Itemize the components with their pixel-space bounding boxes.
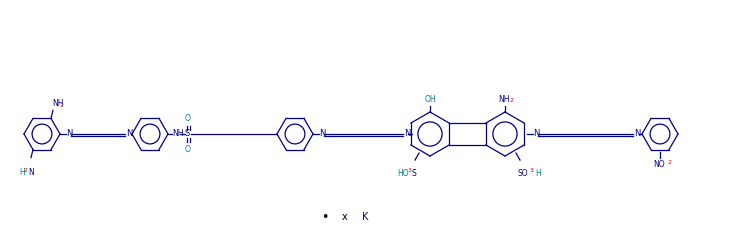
- Text: 3: 3: [530, 168, 534, 173]
- Text: NH: NH: [52, 99, 64, 109]
- Text: x: x: [342, 212, 348, 222]
- Text: K: K: [362, 212, 368, 222]
- Text: 2: 2: [510, 98, 514, 103]
- Text: 2: 2: [667, 160, 671, 165]
- Text: OH: OH: [424, 95, 436, 104]
- Text: N: N: [404, 129, 410, 137]
- Text: H: H: [19, 168, 25, 177]
- Text: S: S: [185, 129, 189, 137]
- Text: N: N: [126, 129, 132, 137]
- Text: 3: 3: [408, 168, 412, 173]
- Text: N: N: [66, 129, 72, 137]
- Text: N: N: [319, 129, 325, 137]
- Text: S: S: [412, 169, 417, 178]
- Text: N: N: [28, 168, 34, 177]
- Text: H: H: [535, 169, 541, 178]
- Text: 2: 2: [24, 168, 28, 173]
- Text: 2: 2: [60, 103, 64, 109]
- Text: NO: NO: [653, 160, 665, 169]
- Text: •: •: [321, 211, 329, 223]
- Text: SO: SO: [518, 169, 529, 178]
- Text: HO: HO: [397, 169, 409, 178]
- Text: O: O: [185, 114, 191, 123]
- Text: N: N: [533, 129, 539, 137]
- Text: NH: NH: [172, 129, 183, 137]
- Text: NH: NH: [498, 95, 510, 104]
- Text: O: O: [185, 145, 191, 154]
- Text: N: N: [634, 129, 641, 137]
